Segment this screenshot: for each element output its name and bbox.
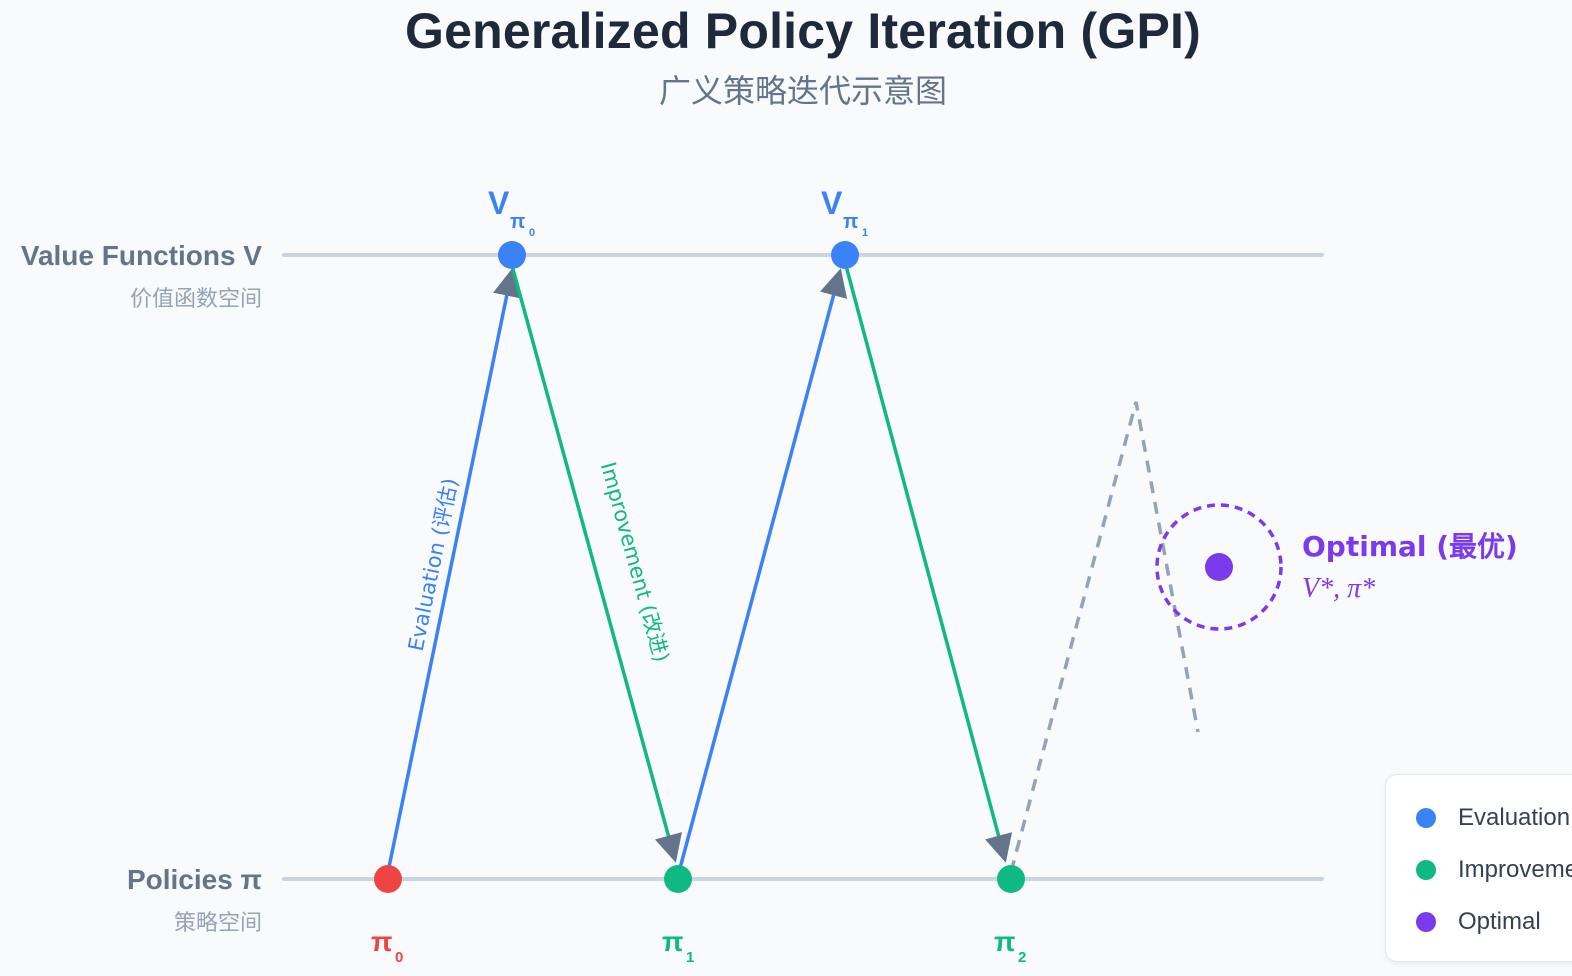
legend-label-optimal: Optimal [1458, 908, 1541, 935]
legend-item-evaluation: Evaluation [1416, 803, 1570, 833]
diagram-title: Generalized Policy Iteration (GPI) [405, 3, 1201, 59]
svg-text:π: π [371, 926, 392, 957]
improvement-arrow-1 [843, 261, 1013, 863]
policy-node-1 [664, 865, 692, 893]
policy-node-2 [997, 865, 1025, 893]
optimal-region-circle [1155, 503, 1283, 631]
optimal-dot-icon [1416, 912, 1436, 932]
svg-text:2: 2 [1018, 949, 1026, 966]
value-node-label-0: V π 0 [488, 185, 535, 239]
policy-node-label-1: π 1 [662, 926, 694, 966]
improvement-arrow-0 [509, 261, 682, 863]
policy-node-label-0: π 0 [371, 926, 403, 966]
legend-item-improvement: Improvement [1416, 855, 1572, 885]
policy-row-sublabel: 策略空间 [174, 911, 262, 936]
svg-text:π: π [843, 211, 858, 233]
legend-label-evaluation: Evaluation [1458, 804, 1571, 831]
svg-text:π: π [994, 926, 1015, 957]
value-row-sublabel: 价值函数空间 [130, 287, 262, 312]
optimal-formula: V*, π* [1302, 573, 1375, 604]
svg-text:π: π [662, 926, 683, 957]
legend-label-improvement: Improvement [1458, 856, 1572, 883]
evaluation-edge-label: Evaluation (评估) [404, 476, 463, 653]
evaluation-arrow-0 [386, 268, 521, 873]
svg-text:1: 1 [862, 227, 868, 239]
value-node-label-1: V π 1 [821, 185, 868, 239]
svg-text:π: π [510, 211, 525, 233]
optimal-label: Optimal (最优) [1302, 530, 1518, 563]
policy-node-0 [374, 865, 402, 893]
svg-text:0: 0 [395, 949, 403, 966]
svg-text:0: 0 [529, 227, 535, 239]
value-node-1 [831, 241, 859, 269]
svg-text:V: V [488, 185, 510, 221]
legend: Evaluation Improvement Optimal [1385, 774, 1572, 962]
legend-item-optimal: Optimal [1416, 907, 1541, 937]
convergence-dashed-path [1009, 401, 1200, 873]
svg-text:1: 1 [686, 949, 694, 966]
optimal-node [1205, 553, 1233, 581]
improvement-dot-icon [1416, 860, 1436, 880]
svg-text:V: V [821, 185, 843, 221]
evaluation-arrow-1 [677, 268, 848, 873]
value-node-0 [498, 241, 526, 269]
improvement-edge-label: Improvement (改进) [596, 459, 674, 664]
policy-node-label-2: π 2 [994, 926, 1026, 966]
policy-row-label: Policies π [127, 864, 262, 895]
diagram-subtitle: 广义策略迭代示意图 [658, 72, 947, 110]
evaluation-dot-icon [1416, 808, 1436, 828]
value-row-label: Value Functions V [21, 240, 262, 271]
